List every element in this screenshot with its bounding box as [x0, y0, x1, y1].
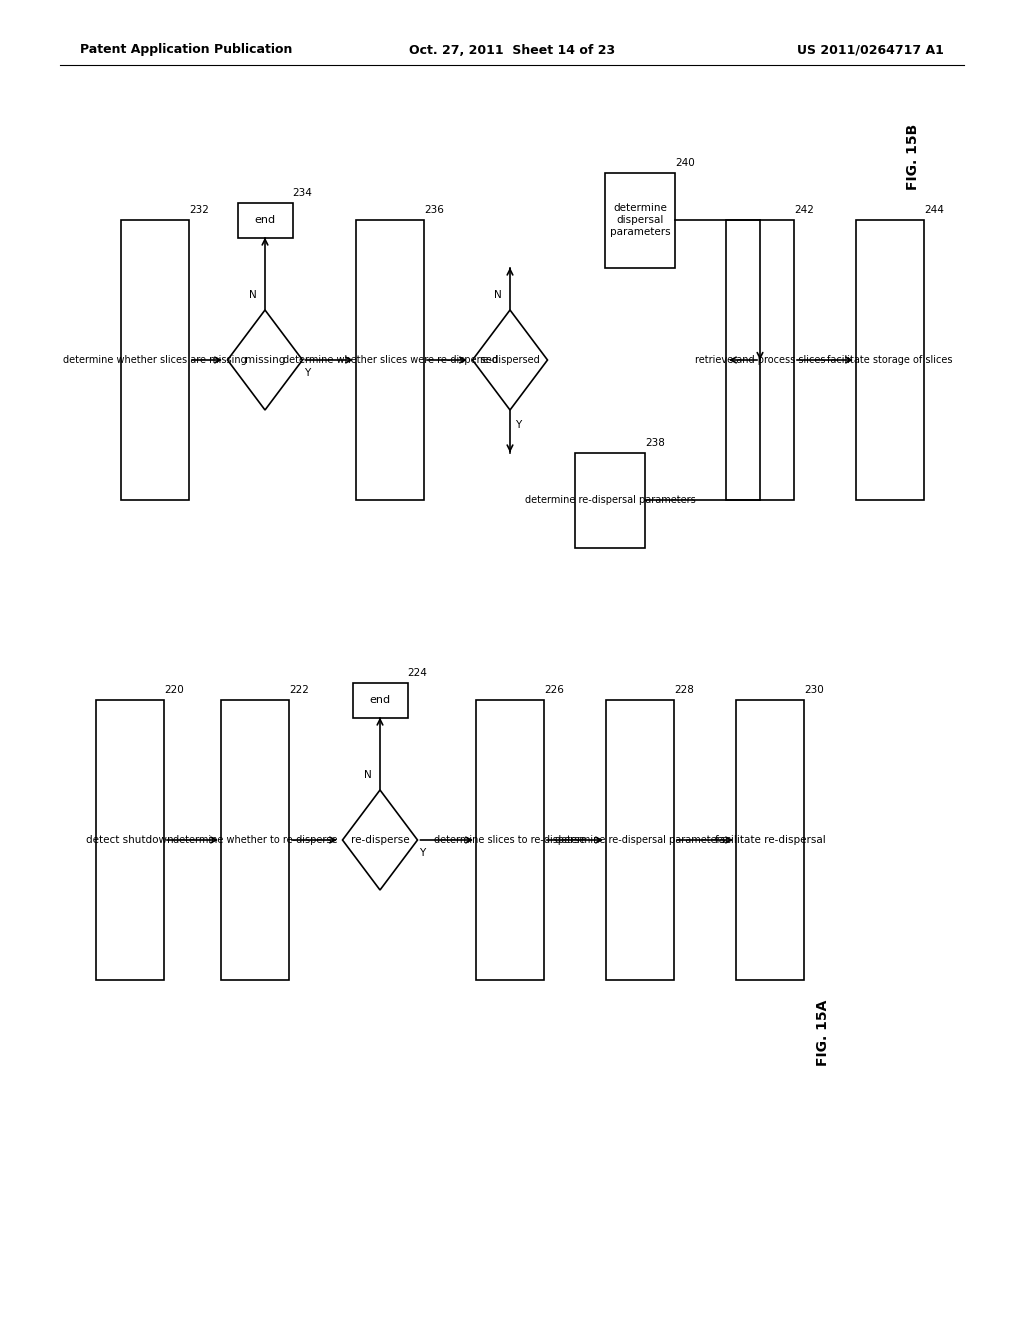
Text: facilitate re-dispersal: facilitate re-dispersal	[715, 836, 825, 845]
Text: end: end	[254, 215, 275, 224]
Text: facilitate storage of slices: facilitate storage of slices	[827, 355, 952, 366]
FancyBboxPatch shape	[96, 700, 164, 979]
Text: determine re-dispersal parameters: determine re-dispersal parameters	[555, 836, 725, 845]
Text: determine re-dispersal parameters: determine re-dispersal parameters	[524, 495, 695, 506]
Polygon shape	[472, 310, 548, 411]
FancyBboxPatch shape	[856, 220, 924, 500]
Text: 238: 238	[645, 437, 665, 447]
Text: determine whether slices were re-dispersed: determine whether slices were re-dispers…	[283, 355, 498, 366]
Text: 230: 230	[804, 685, 823, 696]
Text: Y: Y	[420, 847, 426, 858]
Text: FIG. 15A: FIG. 15A	[816, 1001, 830, 1067]
FancyBboxPatch shape	[736, 700, 804, 979]
Text: Patent Application Publication: Patent Application Publication	[80, 44, 293, 57]
Text: re-disperse: re-disperse	[350, 836, 410, 845]
Polygon shape	[342, 789, 418, 890]
Text: 228: 228	[674, 685, 694, 696]
Text: Y: Y	[515, 420, 521, 430]
Text: retrieve and process slices: retrieve and process slices	[694, 355, 825, 366]
Text: 222: 222	[289, 685, 309, 696]
Text: missing: missing	[245, 355, 286, 366]
FancyBboxPatch shape	[606, 700, 674, 979]
Text: Oct. 27, 2011  Sheet 14 of 23: Oct. 27, 2011 Sheet 14 of 23	[409, 44, 615, 57]
Text: determine whether to re-disperse: determine whether to re-disperse	[173, 836, 337, 845]
Text: determine whether slices are missing: determine whether slices are missing	[63, 355, 247, 366]
Text: 226: 226	[544, 685, 564, 696]
Text: N: N	[365, 770, 372, 780]
Text: end: end	[370, 696, 390, 705]
Text: FIG. 15B: FIG. 15B	[906, 124, 920, 190]
FancyBboxPatch shape	[238, 202, 293, 238]
Text: re-dispersed: re-dispersed	[479, 355, 541, 366]
Text: Y: Y	[304, 368, 310, 378]
Text: 232: 232	[189, 205, 209, 215]
Text: 240: 240	[675, 157, 694, 168]
FancyBboxPatch shape	[121, 220, 189, 500]
Text: N: N	[249, 290, 257, 300]
FancyBboxPatch shape	[726, 220, 794, 500]
Text: 234: 234	[293, 187, 312, 198]
FancyBboxPatch shape	[352, 682, 408, 718]
Text: determine
dispersal
parameters: determine dispersal parameters	[609, 203, 671, 236]
FancyBboxPatch shape	[476, 700, 544, 979]
Text: N: N	[495, 290, 502, 300]
FancyBboxPatch shape	[605, 173, 675, 268]
Text: 224: 224	[408, 668, 427, 677]
Text: 236: 236	[424, 205, 443, 215]
Text: US 2011/0264717 A1: US 2011/0264717 A1	[797, 44, 944, 57]
Text: determine slices to re-disperse: determine slices to re-disperse	[434, 836, 586, 845]
Text: detect shutdown: detect shutdown	[86, 836, 174, 845]
Text: 220: 220	[164, 685, 183, 696]
FancyBboxPatch shape	[356, 220, 424, 500]
FancyBboxPatch shape	[575, 453, 645, 548]
Text: 242: 242	[794, 205, 814, 215]
Polygon shape	[227, 310, 302, 411]
Text: 244: 244	[924, 205, 944, 215]
FancyBboxPatch shape	[221, 700, 289, 979]
